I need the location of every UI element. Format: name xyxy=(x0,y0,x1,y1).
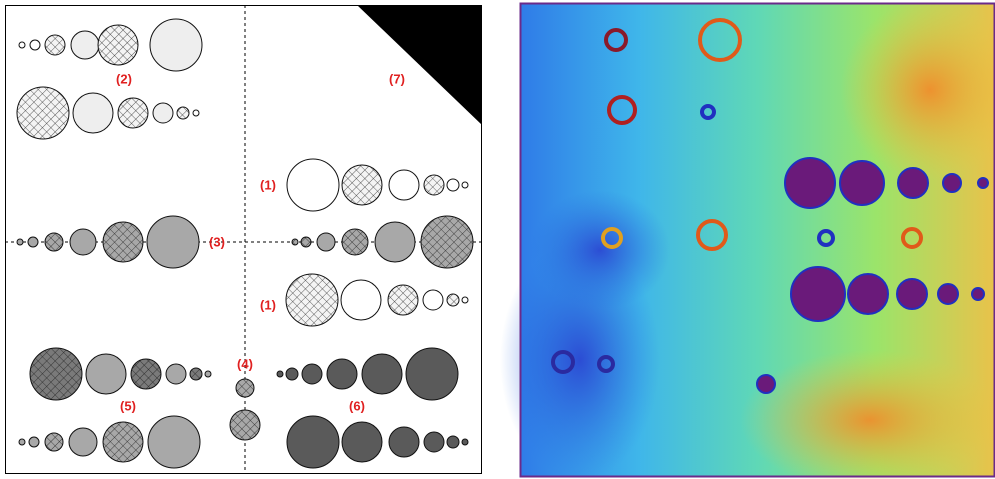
sample-circle xyxy=(190,368,202,380)
sample-circle xyxy=(131,359,161,389)
sample-circle xyxy=(30,348,82,400)
sample-circle xyxy=(286,368,298,380)
sample-circle xyxy=(292,239,298,245)
sample-circle xyxy=(69,428,97,456)
sample-circle xyxy=(362,354,402,394)
defect-spot xyxy=(848,274,888,314)
sample-circle xyxy=(342,165,382,205)
defect-spot xyxy=(898,168,928,198)
sample-circle xyxy=(375,222,415,262)
sample-circle xyxy=(147,216,199,268)
sample-circle xyxy=(421,216,473,268)
sample-circle xyxy=(462,182,468,188)
sample-circle xyxy=(70,229,96,255)
sample-circle xyxy=(287,416,339,468)
sample-circle xyxy=(447,294,459,306)
defect-spot xyxy=(978,178,988,188)
label: (3) xyxy=(209,234,225,249)
sample-circle xyxy=(17,87,69,139)
label: (1) xyxy=(260,177,276,192)
defect-spot xyxy=(785,158,835,208)
sample-circle xyxy=(118,98,148,128)
sample-circle xyxy=(86,354,126,394)
label: (4) xyxy=(237,356,253,371)
sample-circle xyxy=(28,237,38,247)
sample-circle xyxy=(148,416,200,468)
defect-spot xyxy=(757,375,775,393)
sample-circle xyxy=(301,237,311,247)
sample-circle xyxy=(317,233,335,251)
sample-circle xyxy=(17,239,23,245)
sample-circle xyxy=(103,422,143,462)
defect-spot xyxy=(943,174,961,192)
sample-circle xyxy=(388,285,418,315)
sample-circle xyxy=(462,297,468,303)
sample-circle xyxy=(98,25,138,65)
sample-circle xyxy=(205,371,211,377)
defect-spot xyxy=(897,279,927,309)
sample-circle xyxy=(103,222,143,262)
label: (7) xyxy=(389,71,405,86)
cold-region xyxy=(530,190,670,310)
sample-circle xyxy=(45,233,63,251)
sample-circle xyxy=(153,103,173,123)
label: (5) xyxy=(120,398,136,413)
schematic-panel: (2) (7) (1) (3) (1) (4) (5) (6) xyxy=(5,5,482,474)
sample-circle xyxy=(327,359,357,389)
sample-circle xyxy=(462,439,468,445)
sample-circle xyxy=(19,439,25,445)
sample-circle xyxy=(19,42,25,48)
sample-circle xyxy=(342,422,382,462)
heatmap-panel xyxy=(500,0,995,479)
defect-spot xyxy=(840,161,884,205)
label: (2) xyxy=(116,71,132,86)
sample-circle xyxy=(193,110,199,116)
sample-circle xyxy=(406,348,458,400)
sample-circle xyxy=(230,410,260,440)
sample-circle xyxy=(287,159,339,211)
sample-circle xyxy=(73,93,113,133)
sample-circle xyxy=(29,437,39,447)
defect-spot xyxy=(791,267,845,321)
sample-circle xyxy=(236,379,254,397)
sample-circle xyxy=(302,364,322,384)
sample-circle xyxy=(30,40,40,50)
sample-circle xyxy=(341,280,381,320)
sample-circle xyxy=(277,371,283,377)
sample-circle xyxy=(45,433,63,451)
figure: (2) (7) (1) (3) (1) (4) (5) (6) xyxy=(0,0,995,479)
defect-spot xyxy=(972,288,984,300)
sample-circle xyxy=(424,175,444,195)
label: (6) xyxy=(349,398,365,413)
sample-circle xyxy=(177,107,189,119)
defect-spot xyxy=(938,284,958,304)
sample-circle xyxy=(166,364,186,384)
label: (1) xyxy=(260,297,276,312)
sample-circle xyxy=(424,432,444,452)
sample-circle xyxy=(342,229,368,255)
sample-circle xyxy=(447,179,459,191)
sample-circle xyxy=(447,436,459,448)
sample-circle xyxy=(71,31,99,59)
sample-circle xyxy=(389,170,419,200)
sample-circle xyxy=(423,290,443,310)
sample-circle xyxy=(389,427,419,457)
sample-circle xyxy=(286,274,338,326)
sample-circle xyxy=(150,19,202,71)
sample-circle xyxy=(45,35,65,55)
